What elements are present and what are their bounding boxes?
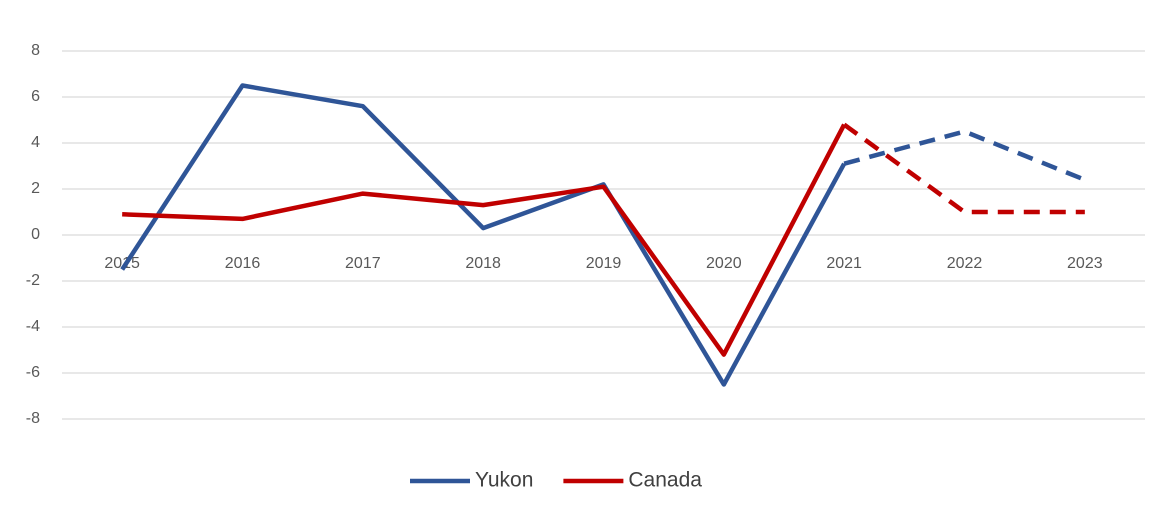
y-tick-label: 4 [31, 134, 40, 151]
y-tick-label: 2 [31, 180, 40, 197]
y-tick-label: 8 [31, 42, 40, 59]
y-tick-label: -6 [26, 364, 40, 381]
series-line [120, 83, 847, 387]
x-tick-label: 2016 [225, 255, 261, 272]
x-tick-label: 2018 [465, 255, 501, 272]
x-tick-label: 2015 [104, 255, 140, 272]
legend-text: Canada [628, 469, 702, 492]
y-tick-label: 6 [31, 88, 40, 105]
y-tick-label: -4 [26, 318, 40, 335]
x-tick-label: 2022 [947, 255, 983, 272]
x-tick-label: 2017 [345, 255, 381, 272]
y-tick-label: -2 [26, 272, 40, 289]
x-tick-label: 2020 [706, 255, 742, 272]
y-tick-label: -8 [26, 410, 40, 427]
x-tick-label: 2023 [1067, 255, 1103, 272]
series-line [842, 122, 1085, 215]
series-line [122, 123, 847, 357]
legend-text: Yukon [475, 469, 533, 492]
x-tick-label: 2019 [586, 255, 622, 272]
y-tick-label: 0 [31, 226, 40, 243]
x-tick-label: 2021 [826, 255, 862, 272]
series-line [843, 129, 1086, 182]
